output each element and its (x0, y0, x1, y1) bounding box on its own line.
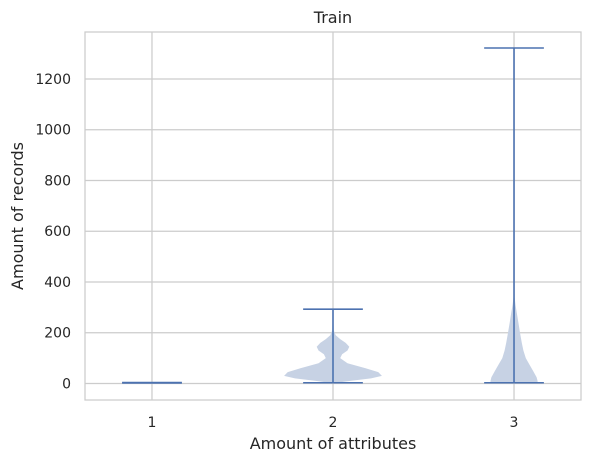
y-tick-label: 600 (44, 224, 71, 240)
chart-title: Train (313, 8, 352, 27)
y-tick-label: 200 (44, 326, 71, 342)
y-tick-label: 1000 (35, 123, 71, 139)
plot-frame (84, 31, 582, 401)
y-tick-label: 0 (62, 377, 71, 393)
x-axis-label: Amount of attributes (250, 434, 417, 453)
y-axis-label: Amount of records (8, 142, 27, 290)
violin-whiskers (122, 47, 544, 384)
y-tick-label: 400 (44, 275, 71, 291)
x-tick-label: 3 (510, 415, 519, 431)
x-tick-label: 1 (148, 415, 157, 431)
x-tick-labels: 1 2 3 (148, 415, 519, 431)
x-tick-label: 2 (329, 415, 338, 431)
y-tick-label: 1200 (35, 72, 71, 88)
y-tick-labels: 0 200 400 600 800 1000 1200 (35, 72, 71, 393)
y-tick-label: 800 (44, 173, 71, 189)
